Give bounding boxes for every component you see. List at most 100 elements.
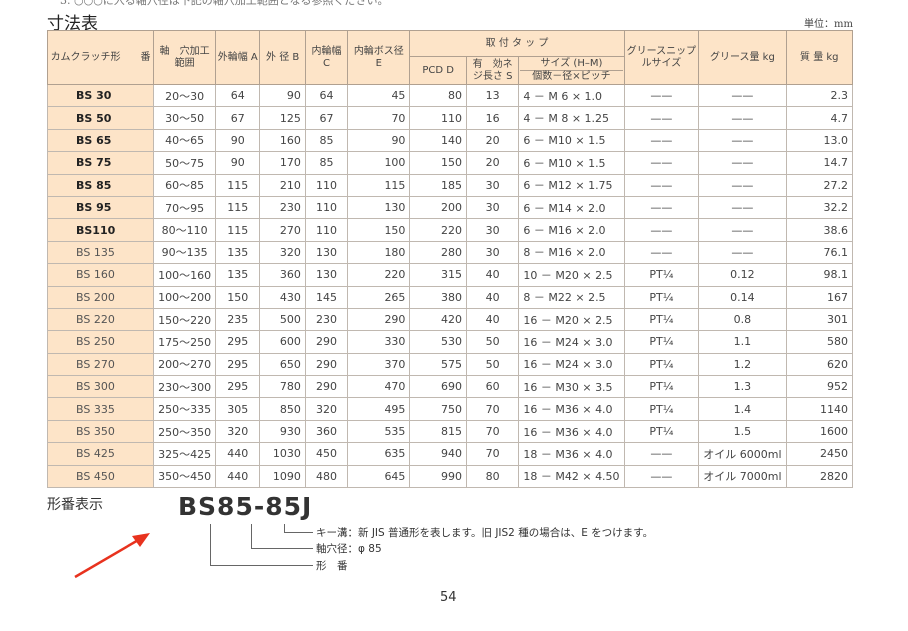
table-cell: 70 (465, 419, 520, 444)
table-cell: 167 (785, 285, 854, 309)
table-cell: —— (698, 240, 787, 265)
example-code: BS85-85J (178, 492, 313, 521)
note-bore: 軸穴径：φ 85 (316, 543, 382, 555)
table-cell: 320 (259, 240, 306, 265)
header-size-bottom: 個数－径×ピッチ (520, 70, 623, 83)
table-row: BS 350 250～350 320 930 360 535 815 70 16 － M36 ×… (46, 419, 854, 444)
table-cell: 16 － M36 × 4.0 (518, 397, 625, 421)
note-key: キー溝：新 JIS 普通形を表します。旧 JIS2 種の場合は、E をつけます。 (316, 527, 654, 539)
table-cell: BS 200 (46, 285, 155, 309)
table-cell: 1030 (259, 442, 306, 466)
table-cell: 620 (785, 352, 854, 377)
table-cell: 1140 (785, 397, 854, 421)
table-row: BS 270 200～270 295 650 290 370 575 50 16 － M24 ×… (46, 352, 854, 377)
header-grease: グリース量 kg (698, 30, 787, 85)
table-cell: BS110 (46, 218, 155, 242)
table-cell: 16 － M36 × 4.0 (518, 419, 625, 444)
top-cut-text: 3. ○○○に入る軸穴径は下記の軸穴加工範囲となる参照ください。 (60, 0, 389, 7)
table-cell: PT¼ (623, 419, 700, 444)
table-row: BS 160 100～160 135 360 130 220 315 40 10 － M20 ×… (46, 263, 854, 287)
table-cell: BS 270 (46, 352, 155, 377)
table-row: BS 65 40～65 90 160 85 90 140 20 6 － M10 × 1.5 —— —… (46, 128, 854, 153)
table-row: BS 425 325～425 440 1030 450 635 940 70 18 － M36 … (46, 442, 854, 466)
table-cell: 18 － M36 × 4.0 (518, 442, 625, 466)
table-cell: BS 135 (46, 240, 155, 265)
dimension-table: カムクラッチ形 番 軸 穴加工範囲 外輪幅 A 外 径 B 内輪幅 C 内輪ボス… (46, 30, 854, 489)
table-cell: 10 － M20 × 2.5 (518, 263, 625, 287)
table-cell: 60～85 (153, 173, 217, 197)
table-cell: 440 (215, 442, 261, 466)
table-cell: BS 425 (46, 442, 155, 466)
table-cell: 135 (215, 240, 261, 265)
table-cell: 380 (409, 285, 467, 309)
header-model: カムクラッチ形 番 (46, 30, 155, 85)
table-cell: 18 － M42 × 4.50 (518, 464, 625, 489)
table-cell: 1.4 (698, 397, 787, 421)
header-nipple: グリースニップルサイズ (623, 30, 700, 85)
table-cell: 290 (304, 330, 349, 354)
table-row: BS110 80～110 115 270 110 150 220 30 6 － M16 × 2.… (46, 218, 854, 242)
table-cell: 265 (347, 285, 411, 309)
table-cell: 440 (215, 464, 261, 489)
table-cell: 100～200 (153, 285, 217, 309)
table-cell: 170 (259, 151, 306, 175)
table-cell: 635 (347, 442, 411, 466)
table-row: BS 450 350～450 440 1090 480 645 990 80 18 － M42 … (46, 464, 854, 489)
table-cell: BS 160 (46, 263, 155, 287)
table-cell: 952 (785, 375, 854, 399)
table-cell: 6 － M10 × 1.5 (518, 128, 625, 153)
table-cell: 30 (465, 173, 520, 197)
table-cell: 150 (409, 151, 467, 175)
table-cell: 330 (347, 330, 411, 354)
table-cell: 430 (259, 285, 306, 309)
table-row: BS 200 100～200 150 430 145 265 380 40 8 － M22 × … (46, 285, 854, 309)
table-cell: BS 250 (46, 330, 155, 354)
table-cell: 4 － M 6 × 1.0 (518, 83, 625, 108)
table-cell: 76.1 (785, 240, 854, 265)
table-cell: 6 － M12 × 1.75 (518, 173, 625, 197)
table-cell: 290 (304, 375, 349, 399)
table-cell: 350～450 (153, 464, 217, 489)
table-cell: BS 65 (46, 128, 155, 153)
table-cell: 575 (409, 352, 467, 377)
header-mass: 質 量 kg (785, 30, 854, 85)
table-cell: 6 － M16 × 2.0 (518, 218, 625, 242)
table-cell: 45 (347, 83, 411, 108)
table-cell: 50 (465, 352, 520, 377)
table-cell: PT¼ (623, 307, 700, 332)
table-row: BS 30 20～30 64 90 64 45 80 13 4 － M 6 × 1.0 —— —— 2… (46, 83, 854, 108)
table-cell: 1090 (259, 464, 306, 489)
table-cell: 90 (215, 151, 261, 175)
table-cell: 305 (215, 397, 261, 421)
table-cell: 115 (215, 173, 261, 197)
table-cell: オイル 7000ml (698, 464, 787, 489)
table-cell: 250～350 (153, 419, 217, 444)
table-cell: 480 (304, 464, 349, 489)
table-cell: 60 (465, 375, 520, 399)
header-c: 内輪幅 C (304, 30, 349, 85)
table-cell: 30 (465, 240, 520, 265)
table-cell: 295 (215, 375, 261, 399)
table-cell: 30 (465, 195, 520, 220)
table-cell: BS 350 (46, 419, 155, 444)
table-cell: 135 (215, 263, 261, 287)
table-cell: 70 (347, 106, 411, 130)
table-cell: 150 (215, 285, 261, 309)
table-cell: 90 (259, 83, 306, 108)
table-cell: 130 (304, 240, 349, 265)
table-cell: BS 220 (46, 307, 155, 332)
table-cell: 940 (409, 442, 467, 466)
table-cell: —— (623, 128, 700, 153)
header-size-top: サイズ (H–M) (540, 58, 603, 69)
table-cell: 175～250 (153, 330, 217, 354)
table-cell: 320 (304, 397, 349, 421)
table-cell: 290 (304, 352, 349, 377)
table-cell: 535 (347, 419, 411, 444)
table-cell: BS 450 (46, 464, 155, 489)
header-tap: 取 付 タ ッ プ (409, 30, 625, 57)
table-cell: BS 30 (46, 83, 155, 108)
table-cell: 325～425 (153, 442, 217, 466)
table-cell: 50 (465, 330, 520, 354)
table-cell: 645 (347, 464, 411, 489)
table-cell: 1.5 (698, 419, 787, 444)
